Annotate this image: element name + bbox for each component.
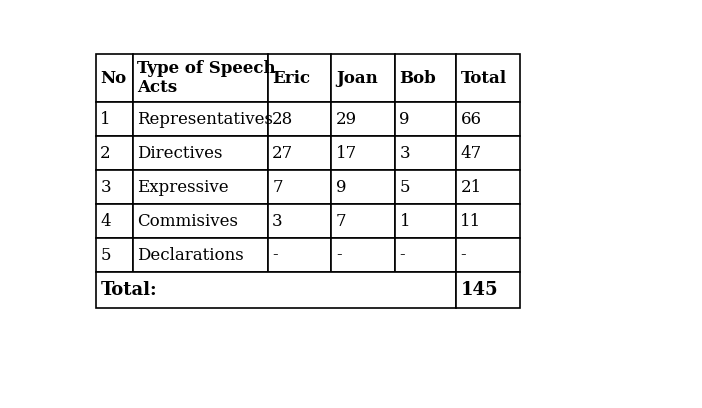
- Bar: [133, 102, 268, 136]
- Text: 11: 11: [461, 213, 482, 230]
- Bar: [133, 170, 268, 204]
- Text: 7: 7: [336, 213, 347, 230]
- Text: No: No: [100, 69, 126, 86]
- Bar: [96, 204, 133, 238]
- Bar: [331, 170, 395, 204]
- Bar: [395, 170, 456, 204]
- Bar: [268, 54, 331, 102]
- Text: Commisives: Commisives: [138, 213, 238, 230]
- Bar: [395, 136, 456, 170]
- Text: 5: 5: [399, 179, 410, 196]
- Text: 21: 21: [461, 179, 482, 196]
- Text: 47: 47: [461, 145, 482, 162]
- Text: 29: 29: [336, 111, 357, 128]
- Text: Directives: Directives: [138, 145, 223, 162]
- Text: 66: 66: [461, 111, 482, 128]
- Text: Eric: Eric: [272, 69, 310, 86]
- Text: 9: 9: [399, 111, 410, 128]
- Text: Total: Total: [461, 69, 507, 86]
- Text: 1: 1: [100, 111, 111, 128]
- Bar: [268, 204, 331, 238]
- Bar: [456, 204, 520, 238]
- Bar: [395, 238, 456, 272]
- Text: 145: 145: [461, 281, 498, 299]
- Bar: [268, 238, 331, 272]
- Text: 7: 7: [272, 179, 283, 196]
- Text: Expressive: Expressive: [138, 179, 229, 196]
- Bar: [331, 136, 395, 170]
- Text: -: -: [336, 246, 341, 264]
- Bar: [96, 238, 133, 272]
- Bar: [456, 238, 520, 272]
- Text: 3: 3: [399, 145, 410, 162]
- Text: Type of Speech
Acts: Type of Speech Acts: [138, 60, 276, 96]
- Text: Total:: Total:: [100, 281, 157, 299]
- Bar: [331, 54, 395, 102]
- Bar: [456, 170, 520, 204]
- Bar: [133, 204, 268, 238]
- Text: 1: 1: [399, 213, 410, 230]
- Bar: [96, 136, 133, 170]
- Bar: [456, 102, 520, 136]
- Bar: [395, 102, 456, 136]
- Text: Declarations: Declarations: [138, 246, 244, 264]
- Text: 17: 17: [336, 145, 357, 162]
- Bar: [133, 54, 268, 102]
- Bar: [456, 136, 520, 170]
- Text: -: -: [399, 246, 405, 264]
- Text: 5: 5: [100, 246, 111, 264]
- Text: 3: 3: [100, 179, 111, 196]
- Bar: [96, 54, 133, 102]
- Bar: [395, 54, 456, 102]
- Text: -: -: [272, 246, 278, 264]
- Text: Joan: Joan: [336, 69, 378, 86]
- Text: 27: 27: [272, 145, 293, 162]
- Bar: [268, 102, 331, 136]
- Bar: [331, 102, 395, 136]
- Bar: [268, 136, 331, 170]
- Bar: [331, 204, 395, 238]
- Text: 2: 2: [100, 145, 111, 162]
- Bar: [331, 238, 395, 272]
- Text: 28: 28: [272, 111, 293, 128]
- Bar: [96, 102, 133, 136]
- Bar: [456, 54, 520, 102]
- Bar: [96, 170, 133, 204]
- Text: Bob: Bob: [399, 69, 436, 86]
- Bar: [133, 238, 268, 272]
- Text: -: -: [461, 246, 466, 264]
- Text: Representatives: Representatives: [138, 111, 273, 128]
- Bar: [395, 204, 456, 238]
- Text: 4: 4: [100, 213, 111, 230]
- Text: 9: 9: [336, 179, 346, 196]
- Text: 3: 3: [272, 213, 283, 230]
- Bar: [133, 136, 268, 170]
- Bar: [96, 272, 456, 308]
- Bar: [456, 272, 520, 308]
- Bar: [268, 170, 331, 204]
